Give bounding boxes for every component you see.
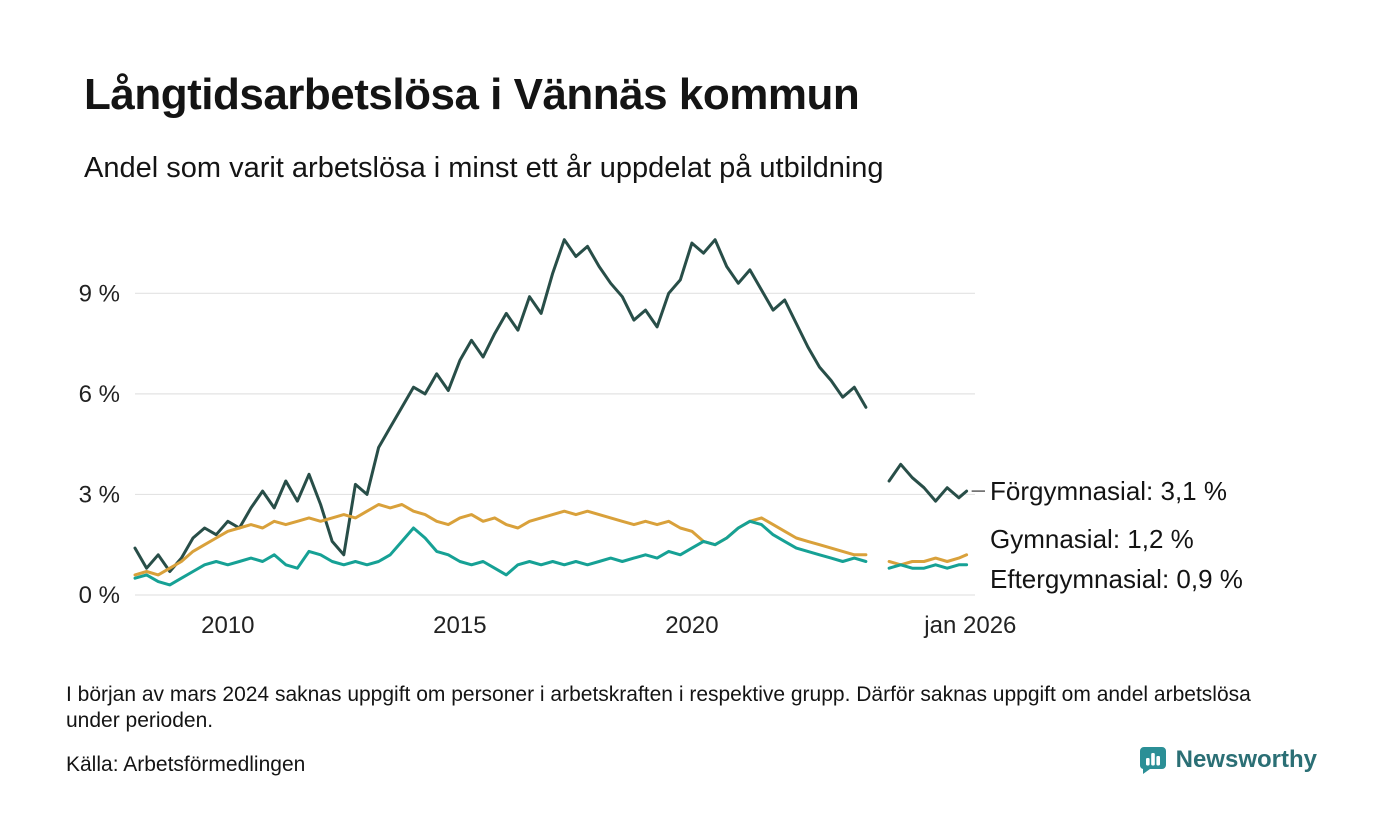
series-line-eftergymnasial xyxy=(133,519,969,587)
brand-name: Newsworthy xyxy=(1175,746,1317,773)
y-tick-label: 3 % xyxy=(79,481,120,508)
series-end-label-eftergymnasial: Eftergymnasial: 0,9 % xyxy=(990,564,1243,594)
series-end-label-förgymnasial: Förgymnasial: 3,1 % xyxy=(990,476,1227,506)
x-tick-label: jan 2026 xyxy=(923,612,1016,639)
series-end-label-gymnasial: Gymnasial: 1,2 % xyxy=(990,524,1194,554)
y-tick-label: 9 % xyxy=(79,280,120,307)
x-tick-label: 2010 xyxy=(201,612,254,639)
series-line-förgymnasial xyxy=(133,238,969,573)
newsworthy-logo-icon xyxy=(1138,745,1168,775)
series-line-gymnasial xyxy=(133,503,969,577)
x-tick-label: 2020 xyxy=(665,612,718,639)
page-title: Långtidsarbetslösa i Vännäs kommun xyxy=(84,70,860,119)
page-subtitle: Andel som varit arbetslösa i minst ett å… xyxy=(84,152,884,184)
source-text: Källa: Arbetsförmedlingen xyxy=(66,753,306,776)
y-tick-label: 6 % xyxy=(79,381,120,408)
x-tick-label: 2015 xyxy=(433,612,486,639)
footnote-text: I början av mars 2024 saknas uppgift om … xyxy=(66,683,1251,733)
line-chart: 0 % 3 % 6 % 9 % 2010 2015 2020 jan 2026 Förgymna… xyxy=(79,238,1243,639)
y-tick-label: 0 % xyxy=(79,582,120,609)
brand-lockup: Newsworthy xyxy=(1138,745,1317,775)
